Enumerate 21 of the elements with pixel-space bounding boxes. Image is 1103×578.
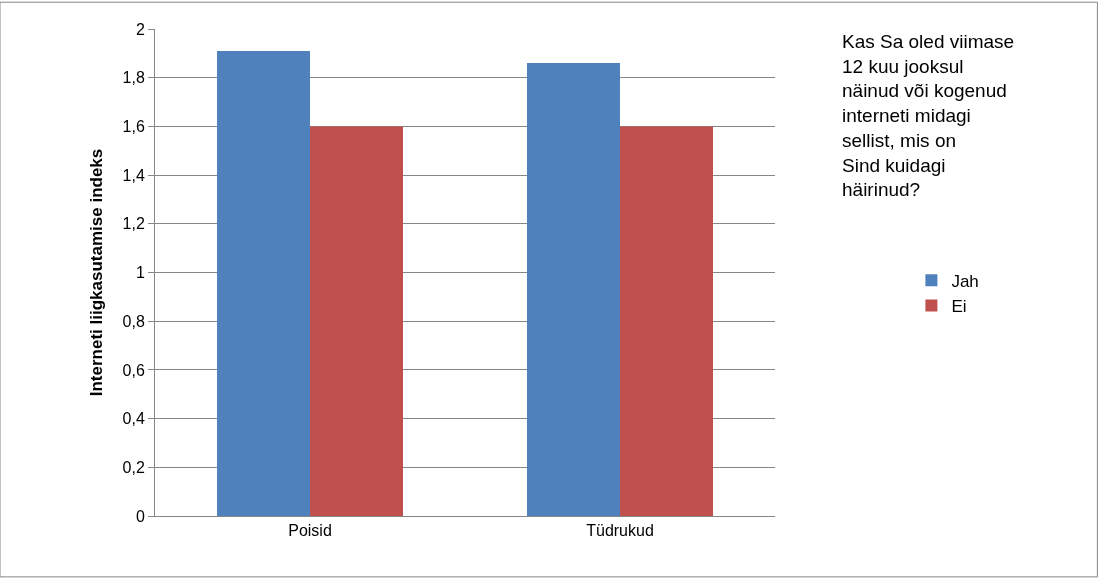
bar [527, 63, 620, 516]
x-tick-label: Tüdrukud [586, 522, 654, 540]
y-tick-label: 0,2 [122, 458, 145, 476]
legend-label: Ei [951, 297, 967, 317]
y-axis-title: Interneti liigkasutamise indeks [87, 148, 107, 397]
y-tick-label: 1,2 [122, 215, 145, 233]
bar [310, 126, 403, 516]
y-tick-label: 1,6 [122, 118, 145, 135]
y-tick-label: 0,4 [122, 410, 145, 428]
y-tick-label: 1,4 [122, 166, 145, 184]
y-tick-label: 1,8 [122, 69, 145, 87]
y-tick-label: 2 [135, 20, 145, 38]
y-tick-label: 1 [135, 264, 145, 282]
y-tick-label: 0 [135, 507, 145, 525]
legend-label: Jah [951, 271, 979, 291]
x-tick-label: Poisid [288, 522, 332, 540]
y-tick-label: 0,6 [122, 361, 145, 379]
bar [217, 50, 310, 516]
bar [620, 126, 713, 516]
legend-title: Kas Sa oled viimase 12 kuu jooksul näinud või kogenud interneti midagi sellist, mis on Sind kuidagi häirinud? [842, 31, 1015, 201]
y-tick-label: 0,8 [122, 312, 145, 330]
